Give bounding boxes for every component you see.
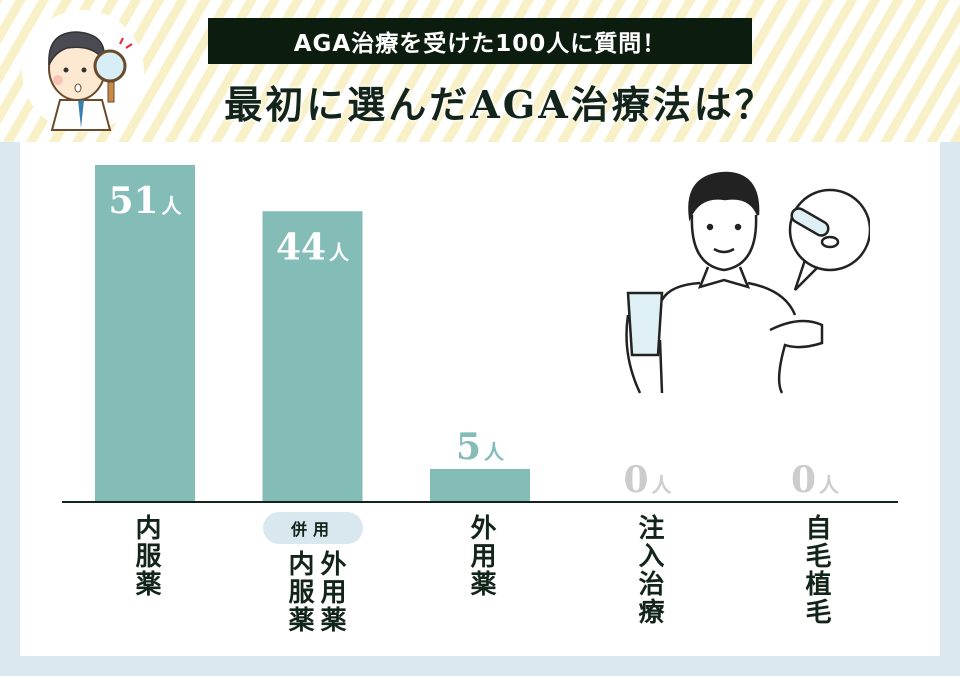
combined-badge: 併用: [263, 512, 363, 544]
category-label: 外用薬内服薬: [284, 550, 346, 634]
subtitle-banner: AGA治療を受けた100人に質問！: [208, 18, 752, 64]
doctor-magnifier-avatar: [22, 10, 144, 132]
man-with-water-and-pills-illustration: [625, 171, 870, 394]
data-label: 44 人: [276, 226, 350, 268]
data-label: 51 人: [108, 180, 182, 222]
page-title: 最初に選んだAGA治療法は？: [224, 82, 776, 127]
bar: [262, 211, 363, 503]
bar: [95, 165, 195, 502]
category-label: 外用薬: [466, 514, 496, 598]
category-label: 内服薬: [131, 514, 161, 598]
category-label: 注入治療: [634, 514, 664, 626]
category-label: 自毛植毛: [801, 514, 831, 626]
bar: [430, 468, 530, 502]
